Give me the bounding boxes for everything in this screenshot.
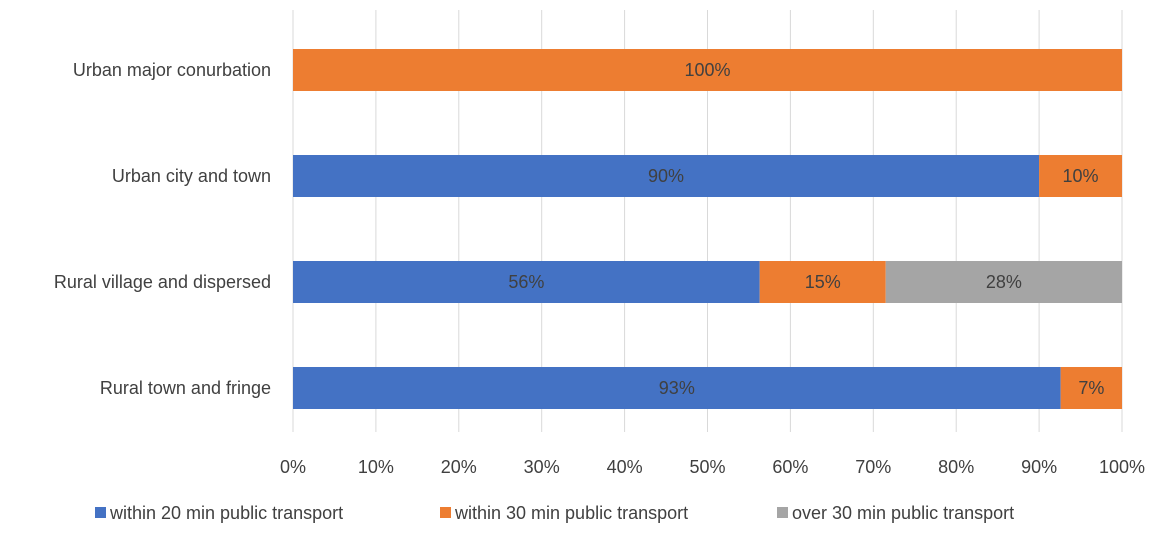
legend-label: over 30 min public transport	[792, 503, 1014, 523]
bar-segment	[885, 261, 1122, 303]
legend-label: within 30 min public transport	[454, 503, 688, 523]
data-label: 100%	[684, 60, 730, 80]
value-axis: 0% 10% 20% 30% 40% 50% 60% 70% 80% 90% 100%	[280, 457, 1145, 477]
bar-segment	[1039, 155, 1122, 197]
bar-segment	[293, 49, 1122, 91]
bar-segment	[759, 261, 886, 303]
x-tick-label: 30%	[524, 457, 560, 477]
legend-swatch	[440, 507, 451, 518]
bar-segment	[293, 155, 1040, 197]
legend-swatch	[95, 507, 106, 518]
x-tick-label: 80%	[938, 457, 974, 477]
data-label: 10%	[1063, 166, 1099, 186]
bar-segment	[293, 261, 760, 303]
bars: 100% 90% 10% 56% 15% 28% 93% 7%	[293, 49, 1122, 409]
x-tick-label: 100%	[1099, 457, 1145, 477]
category-label: Rural village and dispersed	[54, 272, 271, 292]
bar-segment	[293, 367, 1061, 409]
x-tick-label: 50%	[689, 457, 725, 477]
data-label: 90%	[648, 166, 684, 186]
legend-swatch	[777, 507, 788, 518]
x-tick-label: 70%	[855, 457, 891, 477]
x-tick-label: 20%	[441, 457, 477, 477]
category-label: Rural town and fringe	[100, 378, 271, 398]
x-tick-label: 60%	[772, 457, 808, 477]
bar-segment	[1060, 367, 1122, 409]
category-label: Urban major conurbation	[73, 60, 271, 80]
category-label: Urban city and town	[112, 166, 271, 186]
x-tick-label: 10%	[358, 457, 394, 477]
data-label: 28%	[986, 272, 1022, 292]
data-label: 15%	[805, 272, 841, 292]
x-tick-label: 40%	[607, 457, 643, 477]
data-label: 93%	[659, 378, 695, 398]
category-axis: Urban major conurbation Urban city and to…	[54, 60, 271, 398]
legend-label: within 20 min public transport	[109, 503, 343, 523]
data-label: 7%	[1078, 378, 1104, 398]
legend: within 20 min public transport within 30 …	[95, 503, 1014, 523]
x-tick-label: 0%	[280, 457, 306, 477]
data-label: 56%	[508, 272, 544, 292]
x-tick-label: 90%	[1021, 457, 1057, 477]
